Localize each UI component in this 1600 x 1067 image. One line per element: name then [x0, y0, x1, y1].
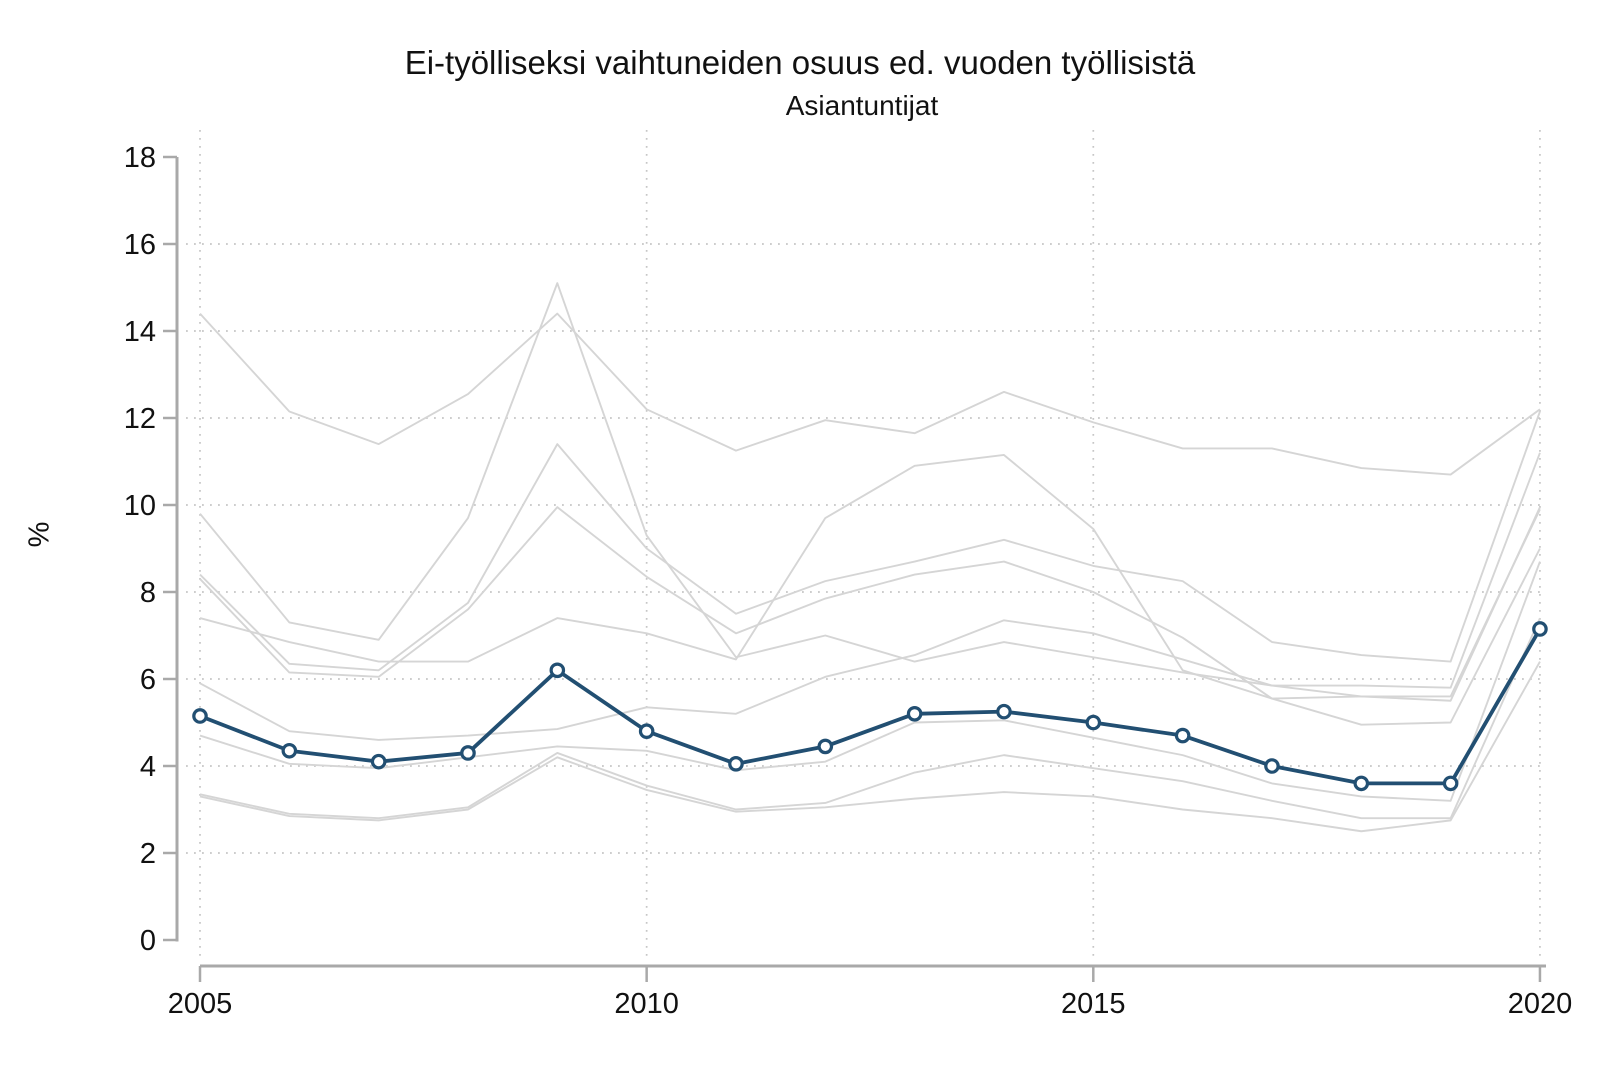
background-series-line: [199, 617, 1541, 820]
data-point-marker: [1174, 727, 1191, 744]
x-tick-label: 2010: [614, 988, 679, 1020]
y-tick-label: 2: [140, 838, 156, 870]
y-tick-label: 14: [124, 316, 156, 348]
y-tick-label: 0: [140, 925, 156, 957]
background-series-line: [199, 411, 1541, 672]
data-point-marker: [460, 745, 476, 761]
y-tick-label: 12: [124, 403, 156, 435]
x-tick-label: 2005: [168, 988, 233, 1020]
data-point-marker: [728, 756, 744, 772]
data-point-marker: [906, 705, 923, 722]
y-axis-title: %: [23, 521, 56, 548]
data-point-marker: [1085, 714, 1102, 731]
data-point-marker: [192, 708, 208, 724]
data-point-marker: [1532, 621, 1548, 637]
background-series-line: [199, 282, 1541, 689]
y-tick-label: 6: [140, 664, 156, 696]
data-point-marker: [1353, 775, 1370, 792]
data-point-marker: [1442, 775, 1459, 792]
y-tick-label: 18: [124, 142, 156, 174]
y-tick-label: 4: [140, 751, 156, 783]
x-tick-label: 2020: [1508, 988, 1573, 1020]
data-point-marker: [1264, 758, 1280, 774]
data-point-marker: [638, 723, 655, 739]
background-series-line: [199, 506, 1541, 726]
y-tick-label: 8: [140, 577, 156, 609]
background-series-line: [199, 661, 1541, 833]
highlighted-series-line: [199, 628, 1542, 786]
background-series-line: [199, 454, 1541, 700]
data-point-marker: [370, 753, 387, 770]
background-series-line: [199, 561, 1541, 802]
background-series-line: [199, 506, 1541, 741]
data-point-marker: [549, 662, 566, 679]
y-tick-label: 10: [124, 490, 156, 522]
background-series-line: [199, 312, 1541, 476]
data-point-marker: [996, 703, 1012, 720]
data-point-marker: [817, 738, 834, 755]
chart-subtitle: Asiantuntijat: [785, 90, 939, 121]
chart-title: Ei-työlliseksi vaihtuneiden osuus ed. vu…: [404, 44, 1196, 81]
x-tick-label: 2015: [1061, 988, 1126, 1020]
y-tick-label: 16: [124, 229, 156, 261]
data-point-marker: [281, 742, 298, 759]
